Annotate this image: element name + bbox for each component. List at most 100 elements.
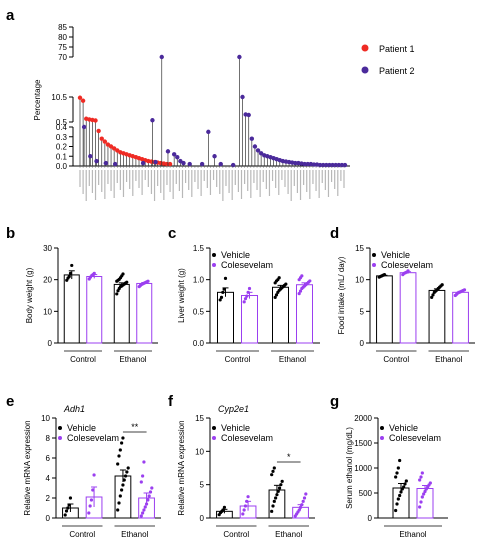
- y-tick-label: 0.5: [193, 307, 205, 316]
- data-point: [245, 499, 249, 503]
- taxa-label-placeholder: [144, 170, 146, 180]
- legend-marker: [361, 66, 369, 74]
- y-tick-label: 80: [58, 33, 67, 42]
- legend-label: Colesevelam: [389, 433, 441, 443]
- taxa-label-placeholder: [290, 170, 292, 201]
- taxa-label-placeholder: [104, 170, 106, 199]
- data-point: [146, 498, 150, 502]
- taxa-label-placeholder: [219, 170, 221, 194]
- bar: [63, 274, 80, 344]
- taxa-label-placeholder: [271, 170, 274, 181]
- bar: [399, 272, 417, 344]
- taxa-label-placeholder: [160, 170, 162, 193]
- lollipop-point: [88, 154, 93, 159]
- significance-label: *: [287, 452, 291, 462]
- panel-letter-a: a: [6, 7, 15, 24]
- legend-marker: [372, 263, 376, 267]
- bar-chart-d: 0 5 10 15 Food intake (mL/ day) Control Ethano…: [337, 244, 475, 364]
- lollipop-point: [77, 95, 83, 100]
- lollipop-point: [302, 161, 307, 167]
- data-point: [272, 466, 276, 470]
- data-point: [241, 512, 245, 516]
- y-tick-label: 0: [360, 339, 365, 348]
- legend-label: Patient 2: [379, 66, 415, 76]
- taxa-label-placeholder: [85, 170, 87, 201]
- y-tick-label: 5: [360, 307, 365, 316]
- data-point: [395, 502, 399, 506]
- taxa-label-placeholder: [318, 170, 320, 198]
- data-point: [218, 298, 222, 302]
- data-point: [141, 474, 145, 478]
- y-tick-label: 0: [48, 339, 53, 348]
- y-tick-label: 4: [46, 474, 51, 483]
- bar: [272, 286, 289, 344]
- data-point: [418, 478, 422, 482]
- taxa-label-placeholder: [268, 170, 271, 196]
- taxa-label-placeholder: [113, 170, 115, 198]
- taxa-label-placeholder: [197, 170, 199, 189]
- data-point: [148, 490, 153, 494]
- taxa-label-placeholder: [212, 170, 215, 180]
- data-point: [404, 479, 408, 483]
- data-point: [67, 503, 71, 507]
- taxa-label-placeholder: [141, 170, 143, 195]
- taxa-label-placeholder: [234, 170, 236, 185]
- y-tick-label: 6: [46, 454, 51, 463]
- data-point: [70, 263, 74, 268]
- data-point: [68, 496, 73, 500]
- lollipop-point: [94, 158, 99, 164]
- group-label: Ethanol: [121, 530, 148, 539]
- y-axis-label: Food intake (mL/ day): [337, 256, 346, 334]
- data-point: [143, 505, 147, 509]
- taxa-label-placeholder: [122, 170, 125, 197]
- data-point: [246, 290, 250, 294]
- data-point: [88, 504, 92, 508]
- data-point: [398, 493, 402, 498]
- taxa-label-placeholder: [321, 170, 323, 183]
- legend-label: Colesevelam: [221, 260, 273, 270]
- taxa-label-placeholder: [284, 170, 286, 187]
- lollipop-point: [181, 160, 186, 166]
- taxa-label-placeholder: [324, 170, 326, 190]
- taxa-label-placeholder: [138, 170, 140, 188]
- legend-label: Patient 1: [379, 44, 415, 54]
- lollipop-point: [99, 136, 104, 141]
- lollipop-point: [103, 160, 109, 166]
- data-point: [116, 508, 120, 512]
- data-point: [300, 503, 304, 507]
- group-label: Control: [69, 530, 95, 539]
- y-tick-label: 10.5: [51, 93, 67, 102]
- data-point: [279, 483, 283, 487]
- lollipop-point: [237, 54, 242, 60]
- data-point: [396, 497, 400, 501]
- lollipop-point: [165, 149, 171, 154]
- lollipop-point: [252, 144, 258, 149]
- data-point: [144, 502, 149, 506]
- y-tick-label: 1500: [354, 439, 372, 448]
- taxa-label-placeholder: [110, 170, 112, 191]
- data-point: [270, 473, 274, 477]
- data-point: [116, 462, 120, 466]
- taxa-label-placeholder: [330, 170, 333, 182]
- legend-label: Vehicle: [67, 423, 96, 433]
- taxa-label-placeholder: [337, 170, 339, 196]
- taxa-label-placeholder: [101, 170, 103, 192]
- taxa-label-placeholder: [150, 170, 153, 194]
- data-point: [394, 475, 398, 479]
- lollipop-point: [175, 155, 180, 160]
- data-point: [87, 511, 91, 515]
- lollipop-point: [153, 159, 158, 165]
- y-tick-label: 10: [195, 447, 204, 456]
- y-tick-label: 0: [368, 514, 373, 523]
- data-point: [428, 481, 432, 485]
- lollipop-point: [255, 148, 261, 153]
- y-tick-label: 85: [58, 23, 67, 32]
- data-point: [125, 280, 129, 284]
- taxa-label-placeholder: [91, 170, 94, 193]
- taxa-label-placeholder: [82, 170, 84, 194]
- data-point: [146, 279, 150, 283]
- data-point: [117, 501, 121, 505]
- data-point: [66, 506, 70, 510]
- taxa-label-placeholder: [209, 170, 212, 195]
- data-point: [300, 274, 304, 278]
